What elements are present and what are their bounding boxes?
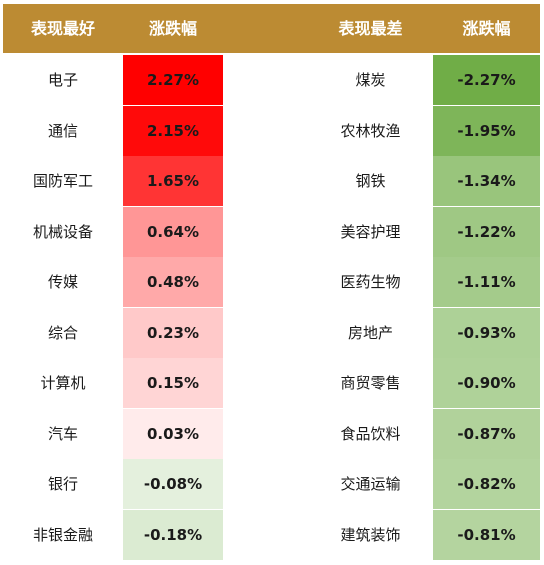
table-row: 非银金融 -0.18% 建筑装饰 -0.81%: [3, 509, 540, 560]
best-sector-change: 0.03%: [123, 408, 223, 459]
best-sector-change: 0.48%: [123, 257, 223, 307]
worst-sector-name: 房地产: [347, 323, 393, 342]
best-sector-name: 汽车: [47, 424, 78, 443]
table-row: 汽车 0.03% 食品饮料 -0.87%: [3, 408, 540, 459]
worst-sector-change: -2.27%: [433, 55, 540, 105]
worst-sector-change: -0.82%: [433, 459, 540, 509]
best-sector-name: 非银金融: [32, 525, 93, 544]
table-row: 计算机 0.15% 商贸零售 -0.90%: [3, 358, 540, 408]
best-sector-change: 2.27%: [123, 55, 223, 105]
best-sector-change: 0.64%: [123, 206, 223, 257]
best-sector-name: 电子: [47, 71, 78, 89]
worst-sector-name: 交通运输: [340, 475, 401, 493]
worst-sector-name: 煤炭: [355, 71, 386, 89]
table-header: 表现最好 涨跌幅 表现最差 涨跌幅: [3, 4, 540, 53]
table-row: 综合 0.23% 房地产 -0.93%: [3, 307, 540, 358]
best-sector-change: 2.15%: [123, 105, 223, 156]
worst-sector-change: -0.93%: [433, 307, 540, 358]
header-worst-label: 表现最差: [338, 19, 403, 38]
worst-sector-change: -1.34%: [433, 156, 540, 206]
best-sector-change: 0.23%: [123, 307, 223, 358]
worst-sector-name: 农林牧渔: [340, 121, 401, 140]
best-sector-name: 综合: [47, 323, 78, 342]
worst-sector-change: -1.11%: [433, 257, 540, 307]
best-sector-change: -0.18%: [123, 509, 223, 560]
header-worst-change-label: 涨跌幅: [462, 19, 511, 38]
table-row: 银行 -0.08% 交通运输 -0.82%: [3, 459, 540, 509]
best-sector-name: 国防军工: [32, 172, 93, 190]
worst-sector-change: -0.90%: [433, 358, 540, 408]
best-sector-change: -0.08%: [123, 459, 223, 509]
worst-sector-name: 医药生物: [340, 273, 401, 291]
worst-sector-change: -1.95%: [433, 105, 540, 156]
worst-sector-name: 食品饮料: [340, 424, 401, 443]
header-best-label: 表现最好: [30, 19, 95, 38]
best-sector-change: 1.65%: [123, 156, 223, 206]
worst-sector-change: -1.22%: [433, 206, 540, 257]
table-row: 通信 2.15% 农林牧渔 -1.95%: [3, 105, 540, 156]
header-best-change-label: 涨跌幅: [148, 19, 197, 38]
best-sector-name: 计算机: [40, 374, 86, 392]
best-sector-name: 传媒: [47, 273, 78, 291]
worst-sector-name: 美容护理: [340, 222, 401, 241]
best-sector-change: 0.15%: [123, 358, 223, 408]
worst-sector-change: -0.87%: [433, 408, 540, 459]
best-sector-name: 机械设备: [32, 222, 93, 241]
worst-sector-name: 建筑装饰: [340, 525, 401, 544]
table-row: 电子 2.27% 煤炭 -2.27%: [3, 55, 540, 105]
worst-sector-change: -0.81%: [433, 509, 540, 560]
best-sector-name: 银行: [47, 475, 78, 493]
worst-sector-name: 钢铁: [355, 172, 386, 190]
table-row: 机械设备 0.64% 美容护理 -1.22%: [3, 206, 540, 257]
table-row: 传媒 0.48% 医药生物 -1.11%: [3, 257, 540, 307]
best-sector-name: 通信: [47, 121, 78, 140]
table-row: 国防军工 1.65% 钢铁 -1.34%: [3, 156, 540, 206]
worst-sector-name: 商贸零售: [340, 374, 401, 392]
